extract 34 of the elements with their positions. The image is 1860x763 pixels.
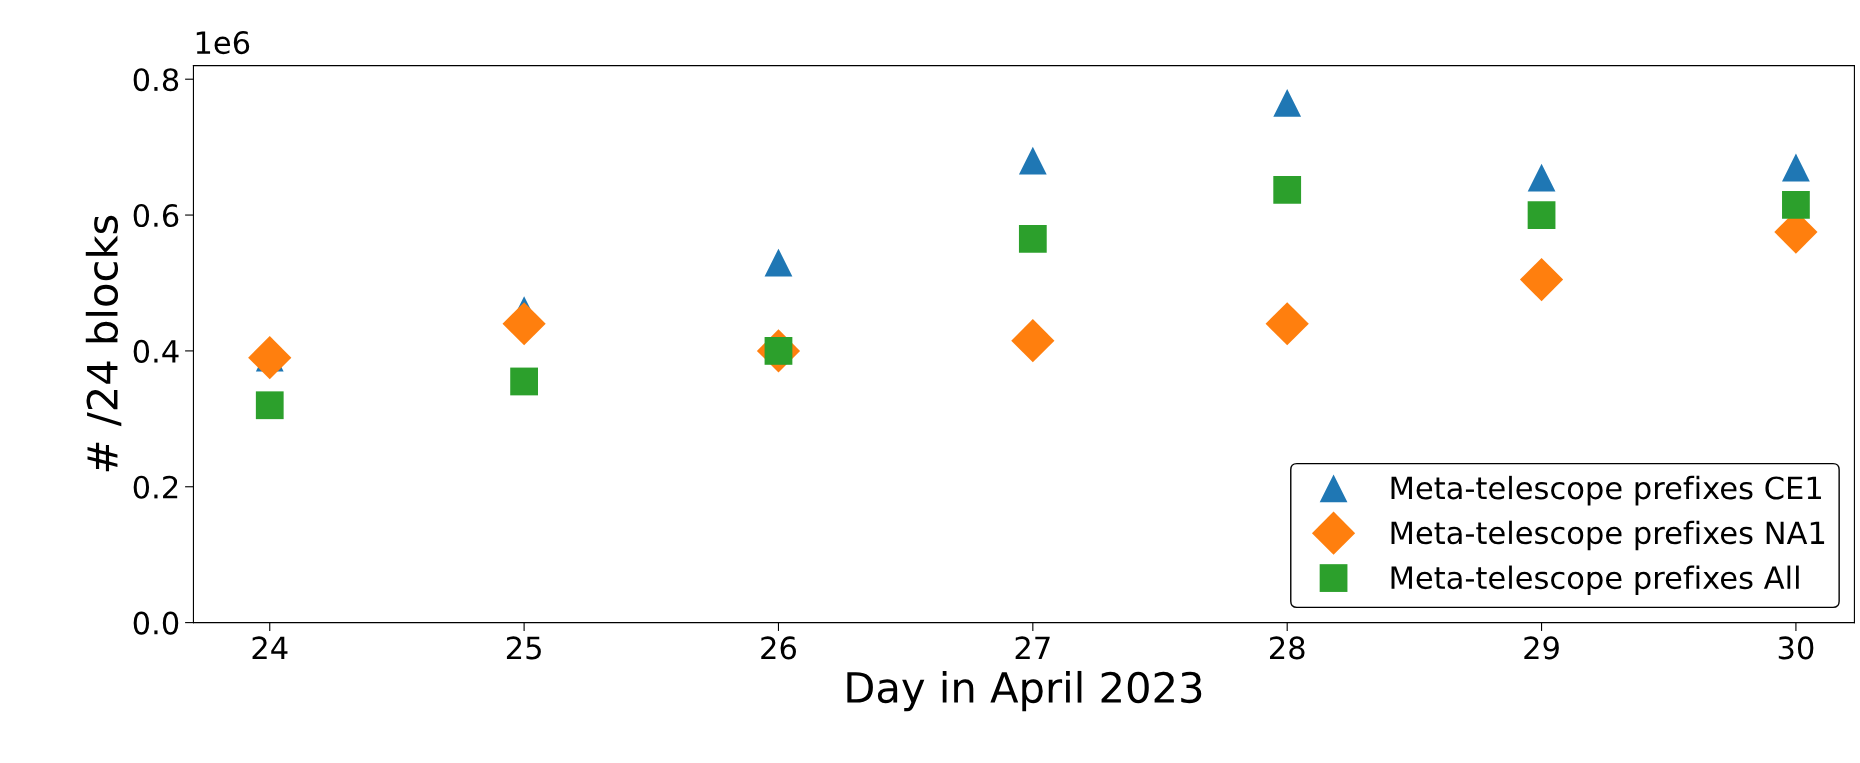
- point: [1273, 89, 1302, 117]
- point: [248, 336, 292, 380]
- point: [1011, 319, 1055, 363]
- legend-label: Meta-telescope prefixes NA1: [1391, 520, 1825, 551]
- legend-label: Meta-telescope prefixes All: [1391, 565, 1799, 596]
- point: [1782, 153, 1810, 182]
- x-tick-label: 24: [252, 636, 288, 660]
- y-tick-label: 0.4: [133, 339, 179, 363]
- point: [764, 248, 793, 277]
- x-tick-label: 26: [761, 636, 796, 660]
- point: [1018, 146, 1047, 175]
- point: [1018, 224, 1047, 253]
- y-tick-label: 0.2: [133, 475, 178, 499]
- legend-label: Meta-telescope prefixes CE1: [1391, 475, 1821, 506]
- x-axis-title: Day in April 2023: [847, 670, 1202, 712]
- point: [255, 391, 284, 420]
- x-tick-label: 28: [1269, 636, 1305, 660]
- text: 1e6: [196, 31, 250, 55]
- x-tick-label: 30: [1778, 636, 1814, 660]
- y-tick-label: 0.0: [133, 611, 179, 635]
- y-axis-title: # /24 blocks: [85, 215, 122, 472]
- x-tick-label: 29: [1524, 636, 1559, 660]
- x-tick-label: 27: [1015, 636, 1050, 660]
- point: [1527, 163, 1556, 192]
- point: [1782, 190, 1810, 219]
- y-tick-label: 0.8: [133, 68, 179, 92]
- point: [502, 302, 546, 346]
- x-tick-label: 25: [506, 636, 541, 660]
- point: [1519, 257, 1564, 302]
- y-tick-label: 0.6: [133, 203, 179, 228]
- point: [510, 367, 538, 396]
- point: [1265, 302, 1309, 346]
- point: [1527, 201, 1556, 229]
- point: [1273, 176, 1302, 204]
